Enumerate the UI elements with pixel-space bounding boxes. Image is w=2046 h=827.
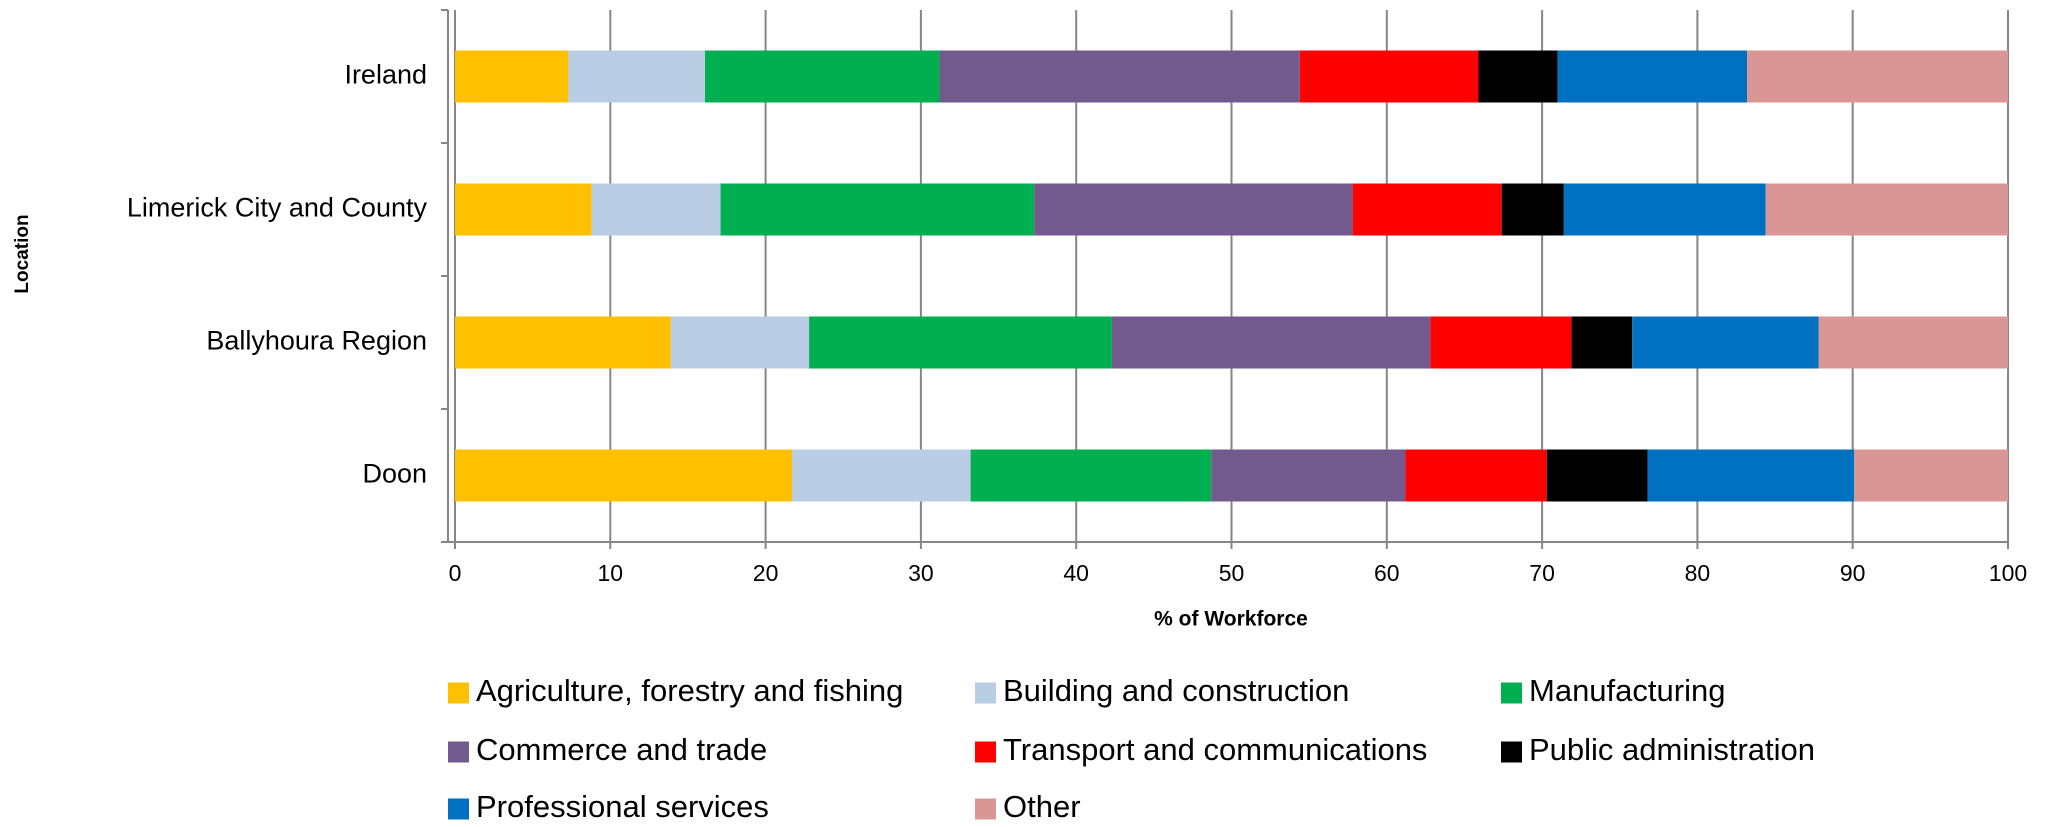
bar-segment bbox=[1299, 50, 1479, 103]
bar-segment bbox=[670, 316, 810, 369]
x-tick-label: 60 bbox=[1374, 560, 1400, 586]
x-tick-label: 40 bbox=[1063, 560, 1089, 586]
x-tick-label: 0 bbox=[449, 560, 462, 586]
x-tick-label: 10 bbox=[598, 560, 624, 586]
bar-segment bbox=[720, 183, 1035, 236]
bar-segment bbox=[1563, 183, 1766, 236]
bar-segment bbox=[1647, 449, 1855, 502]
legend-label: Building and construction bbox=[1003, 673, 1349, 708]
legend-label: Manufacturing bbox=[1529, 673, 1725, 708]
bar-segment bbox=[455, 50, 569, 103]
legend-swatch bbox=[1501, 741, 1522, 763]
legend-swatch bbox=[975, 798, 996, 820]
bar-segment bbox=[1747, 50, 2008, 103]
y-tick-label: Ireland bbox=[344, 60, 427, 90]
bar-segment bbox=[1765, 183, 2008, 236]
y-tick-label: Limerick City and County bbox=[127, 193, 428, 223]
bar-segment bbox=[1405, 449, 1547, 502]
x-tick-label: 30 bbox=[908, 560, 934, 586]
bar-segment bbox=[705, 50, 940, 103]
y-tick-label: Ballyhoura Region bbox=[206, 326, 427, 356]
bar-segment bbox=[1352, 183, 1502, 236]
legend-label: Agriculture, forestry and fishing bbox=[476, 673, 903, 708]
legend-swatch bbox=[975, 682, 996, 704]
legend-swatch bbox=[1501, 682, 1522, 704]
legend-swatch bbox=[975, 741, 996, 763]
bar-segment bbox=[939, 50, 1300, 103]
bar-segment bbox=[1571, 316, 1633, 369]
bar-segment bbox=[1501, 183, 1564, 236]
x-tick-label: 20 bbox=[753, 560, 779, 586]
x-axis-title: % of Workforce bbox=[1154, 608, 1308, 631]
bar-segment bbox=[568, 50, 706, 103]
bar-segment bbox=[455, 183, 592, 236]
bar-segment bbox=[792, 449, 971, 502]
bar-segment bbox=[1546, 449, 1648, 502]
legend-swatch bbox=[448, 682, 469, 704]
bar-segment bbox=[591, 183, 721, 236]
legend-label: Other bbox=[1003, 789, 1081, 824]
bar-segment bbox=[1111, 316, 1431, 369]
bar-segment bbox=[455, 449, 793, 502]
x-tick-label: 80 bbox=[1685, 560, 1711, 586]
bar-segment bbox=[1211, 449, 1406, 502]
y-axis-title: Location bbox=[12, 214, 33, 293]
x-tick-label: 70 bbox=[1529, 560, 1555, 586]
bar-segment bbox=[1478, 50, 1558, 103]
legend-label: Transport and communications bbox=[1003, 732, 1427, 767]
x-tick-label: 100 bbox=[1989, 560, 2027, 586]
legend-swatch bbox=[448, 741, 469, 763]
legend-label: Public administration bbox=[1529, 732, 1815, 767]
bar-segment bbox=[970, 449, 1212, 502]
bar-segment bbox=[1557, 50, 1748, 103]
bar-segment bbox=[1430, 316, 1572, 369]
y-tick-label: Doon bbox=[362, 459, 427, 489]
bar-segment bbox=[1632, 316, 1819, 369]
legend-swatch bbox=[448, 798, 469, 820]
bar-segment bbox=[809, 316, 1112, 369]
bar-segment bbox=[455, 316, 671, 369]
legend-label: Commerce and trade bbox=[476, 732, 767, 767]
legend-label: Professional services bbox=[476, 789, 769, 824]
bar-segment bbox=[1854, 449, 2008, 502]
x-tick-label: 50 bbox=[1219, 560, 1245, 586]
bar-segment bbox=[1034, 183, 1353, 236]
x-tick-label: 90 bbox=[1840, 560, 1866, 586]
bar-segment bbox=[1818, 316, 2008, 369]
